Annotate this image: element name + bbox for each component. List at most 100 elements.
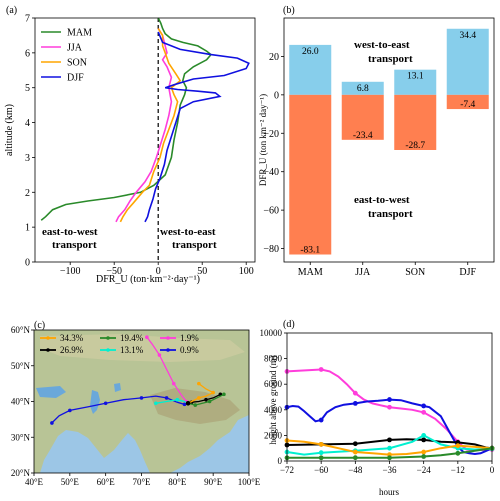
d-series-point: [352, 455, 358, 461]
d-series-point: [318, 450, 324, 456]
b-bar-JJA-neg: [341, 94, 384, 140]
c-legend-label: 13.1%: [120, 345, 144, 355]
c-trajectory-point: [50, 421, 54, 425]
c-legend-label: 0.9%: [180, 345, 199, 355]
c-legend-marker: [106, 348, 110, 352]
c-trajectory-point: [157, 353, 162, 357]
b-ytick-label: 20: [269, 52, 279, 63]
b-xtick-label: MAM: [298, 267, 323, 278]
panel-c-label: (c): [34, 320, 45, 331]
d-ytick-label: 4000: [264, 405, 283, 415]
c-xtick-label: 60°E: [97, 477, 116, 487]
c-trajectory-point: [207, 399, 212, 404]
a-series-line-SON: [119, 28, 182, 223]
c-legend-marker: [46, 348, 50, 352]
c-xtick-label: 50°E: [61, 477, 80, 487]
c-trajectory-line: [187, 383, 215, 404]
panel-a: (a) altitude (km) DFR_U (ton·km⁻²·day⁻¹)…: [4, 5, 256, 285]
c-legend-label: 19.4%: [120, 333, 144, 343]
a-series-line-DJF: [144, 31, 250, 223]
a-ytick-label: 6: [25, 48, 30, 59]
d-series-point: [318, 455, 324, 461]
d-series-point: [421, 409, 427, 415]
c-ytick-label: 60°N: [11, 325, 31, 335]
c-ytick-label: 30°N: [11, 432, 31, 442]
d-series-point: [455, 443, 461, 449]
a-xtick-label: 50: [197, 266, 207, 277]
panel-a-legend: MAM JJA SON DJF: [41, 28, 92, 84]
c-trajectory-point: [182, 402, 187, 407]
c-ytick-label: 40°N: [11, 397, 31, 407]
a-ytick-label: 0: [25, 258, 30, 269]
map-caspian-sea: [90, 390, 100, 414]
panel-a-series: [40, 17, 250, 223]
panel-b-annotation-bottom-2: transport: [368, 208, 413, 220]
c-trajectory-point: [145, 335, 149, 339]
d-xtick-label: −48: [348, 465, 363, 475]
c-trajectory-point: [175, 397, 180, 402]
c-legend-label: 1.9%: [180, 333, 199, 343]
c-legend-label: 34.3%: [60, 333, 84, 343]
c-legend-marker: [166, 336, 170, 340]
c-legend-marker: [46, 336, 50, 340]
d-series-point: [352, 390, 358, 396]
b-bar-value-label: -7.4: [460, 100, 475, 110]
b-bar-value-label: 6.8: [357, 84, 369, 94]
map-terrain-steppe: [40, 334, 245, 362]
map-legend: 34.3% 19.4% 1.9% 26.9% 13.1% 0.9%: [40, 333, 199, 355]
c-trajectory-point: [164, 396, 169, 400]
a-legend-label: SON: [67, 58, 87, 69]
a-ytick-label: 5: [25, 83, 30, 94]
c-trajectory-point: [197, 381, 201, 386]
b-xtick-label: DJF: [459, 267, 476, 278]
panel-a-annotation-right-1: west-to-east: [160, 226, 216, 238]
panel-b-annotation-top-1: west-to-east: [354, 39, 410, 51]
panel-d-yticks: 0 2000 4000 6000 8000 10000: [260, 328, 287, 466]
c-trajectory-point: [154, 401, 158, 406]
d-xtick-label: −12: [451, 465, 465, 475]
d-series-point: [387, 397, 392, 402]
d-series-point: [318, 441, 324, 447]
map-black-sea: [36, 386, 66, 398]
c-trajectory-point: [193, 403, 198, 407]
d-xtick-label: −60: [314, 465, 329, 475]
map-aral-sea: [114, 383, 121, 392]
a-ytick-label: 2: [25, 188, 30, 199]
b-bar-JJA-pos: [341, 81, 384, 95]
a-xtick-label: 100: [239, 266, 254, 277]
b-bar-value-label: 26.0: [302, 47, 319, 57]
d-series-point: [421, 454, 427, 459]
b-xtick-label: SON: [405, 267, 425, 278]
d-series-point: [421, 449, 427, 455]
c-trajectory-point: [139, 396, 144, 400]
b-bar-SON-pos: [394, 69, 437, 95]
a-legend-label: JJA: [67, 43, 83, 54]
c-trajectory-point: [103, 401, 108, 406]
panel-b-frame: [283, 17, 495, 263]
d-ytick-label: 2000: [264, 430, 283, 440]
c-trajectory-point: [171, 381, 176, 386]
panel-a-annotation-left-2: transport: [52, 239, 97, 251]
panel-a-annotation-left-1: east-to-west: [42, 226, 98, 238]
c-trajectory-point: [204, 397, 208, 402]
d-series-point: [318, 417, 324, 423]
d-series-point: [421, 437, 427, 443]
c-trajectory-point: [68, 408, 72, 413]
a-xtick-label: −100: [60, 266, 81, 277]
d-ytick-label: 8000: [264, 354, 283, 364]
c-trajectory-line: [51, 395, 189, 424]
d-ytick-label: 6000: [264, 379, 283, 389]
d-series-point: [352, 449, 358, 455]
c-xtick-label: 80°E: [168, 477, 187, 487]
c-legend-label: 26.9%: [60, 345, 84, 355]
b-bar-SON-neg: [394, 94, 437, 150]
panel-a-xlabel: DFR_U (ton·km⁻²·day⁻¹): [96, 274, 200, 285]
panel-b-ylabel: DFR_U (ton km⁻² day⁻¹): [258, 94, 268, 186]
b-bar-DJF-neg: [446, 94, 489, 110]
b-bar-MAM-pos: [289, 44, 332, 95]
d-xtick-label: 0: [490, 465, 495, 475]
c-legend-marker: [106, 336, 110, 340]
panel-d-ylabel: height above ground (m): [268, 355, 278, 444]
c-trajectory-point: [222, 392, 226, 397]
